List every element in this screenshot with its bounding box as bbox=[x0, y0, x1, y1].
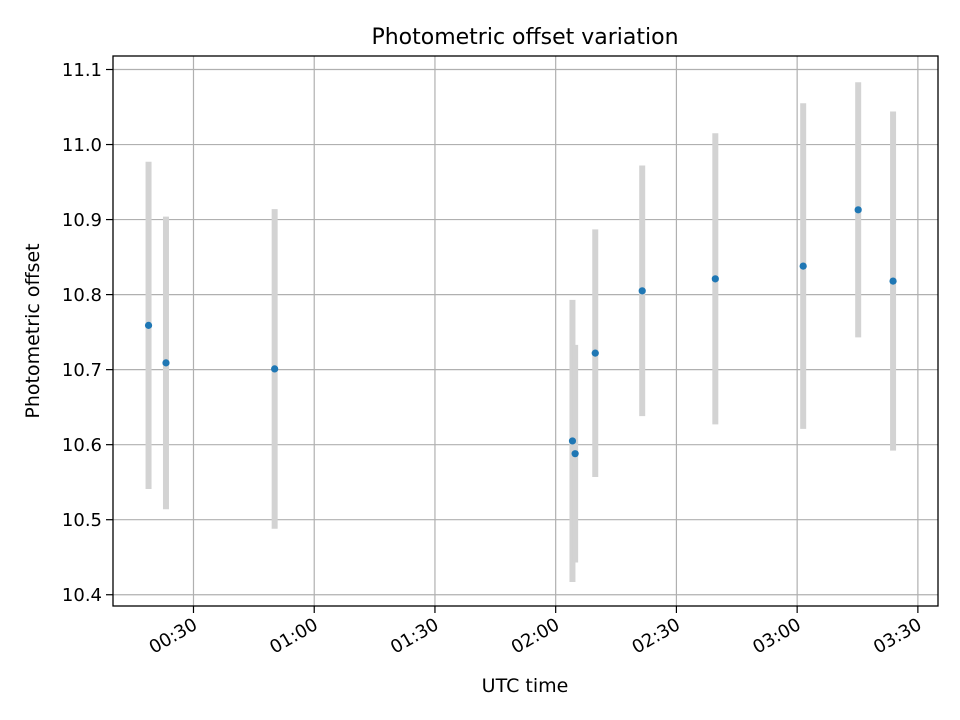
grid bbox=[113, 56, 938, 606]
y-tick-label: 10.4 bbox=[62, 585, 102, 606]
data-point bbox=[568, 437, 577, 445]
x-tick-label: 00:30 bbox=[146, 614, 201, 658]
data-points bbox=[144, 206, 897, 458]
x-tick-label: 01:00 bbox=[266, 614, 321, 658]
chart-title: Photometric offset variation bbox=[371, 25, 678, 50]
x-tick-label: 03:00 bbox=[749, 614, 804, 658]
y-tick-label: 10.6 bbox=[62, 435, 102, 456]
y-tick-label: 10.7 bbox=[62, 360, 102, 381]
x-tick-label: 03:30 bbox=[870, 614, 925, 658]
data-point bbox=[271, 365, 279, 373]
data-point bbox=[571, 450, 579, 458]
data-point bbox=[638, 287, 646, 295]
x-tick-label: 01:30 bbox=[387, 614, 442, 658]
y-tick-label: 11.1 bbox=[62, 60, 102, 81]
data-point bbox=[854, 206, 862, 214]
y-tick-label: 10.8 bbox=[62, 285, 102, 306]
plot-area-frame bbox=[112, 55, 939, 607]
x-axis-label: UTC time bbox=[482, 675, 569, 697]
y-tick-label: 10.5 bbox=[62, 510, 102, 531]
x-tick-label: 02:30 bbox=[628, 614, 683, 658]
y-axis-label: Photometric offset bbox=[22, 243, 44, 418]
y-tick-label: 11.0 bbox=[62, 135, 102, 156]
axis-ticks: 10.4 10.5 10.6 10.7 10.8 10.9 11.0 11.1 00:30 01:… bbox=[62, 60, 925, 658]
y-tick-label: 10.9 bbox=[62, 210, 102, 231]
x-tick-label: 02:00 bbox=[508, 614, 563, 658]
data-point bbox=[799, 262, 807, 270]
data-point bbox=[591, 349, 599, 357]
data-point bbox=[889, 277, 897, 285]
data-point bbox=[711, 275, 719, 283]
error-bars bbox=[145, 82, 897, 582]
data-point bbox=[144, 321, 153, 329]
data-point bbox=[162, 359, 170, 367]
